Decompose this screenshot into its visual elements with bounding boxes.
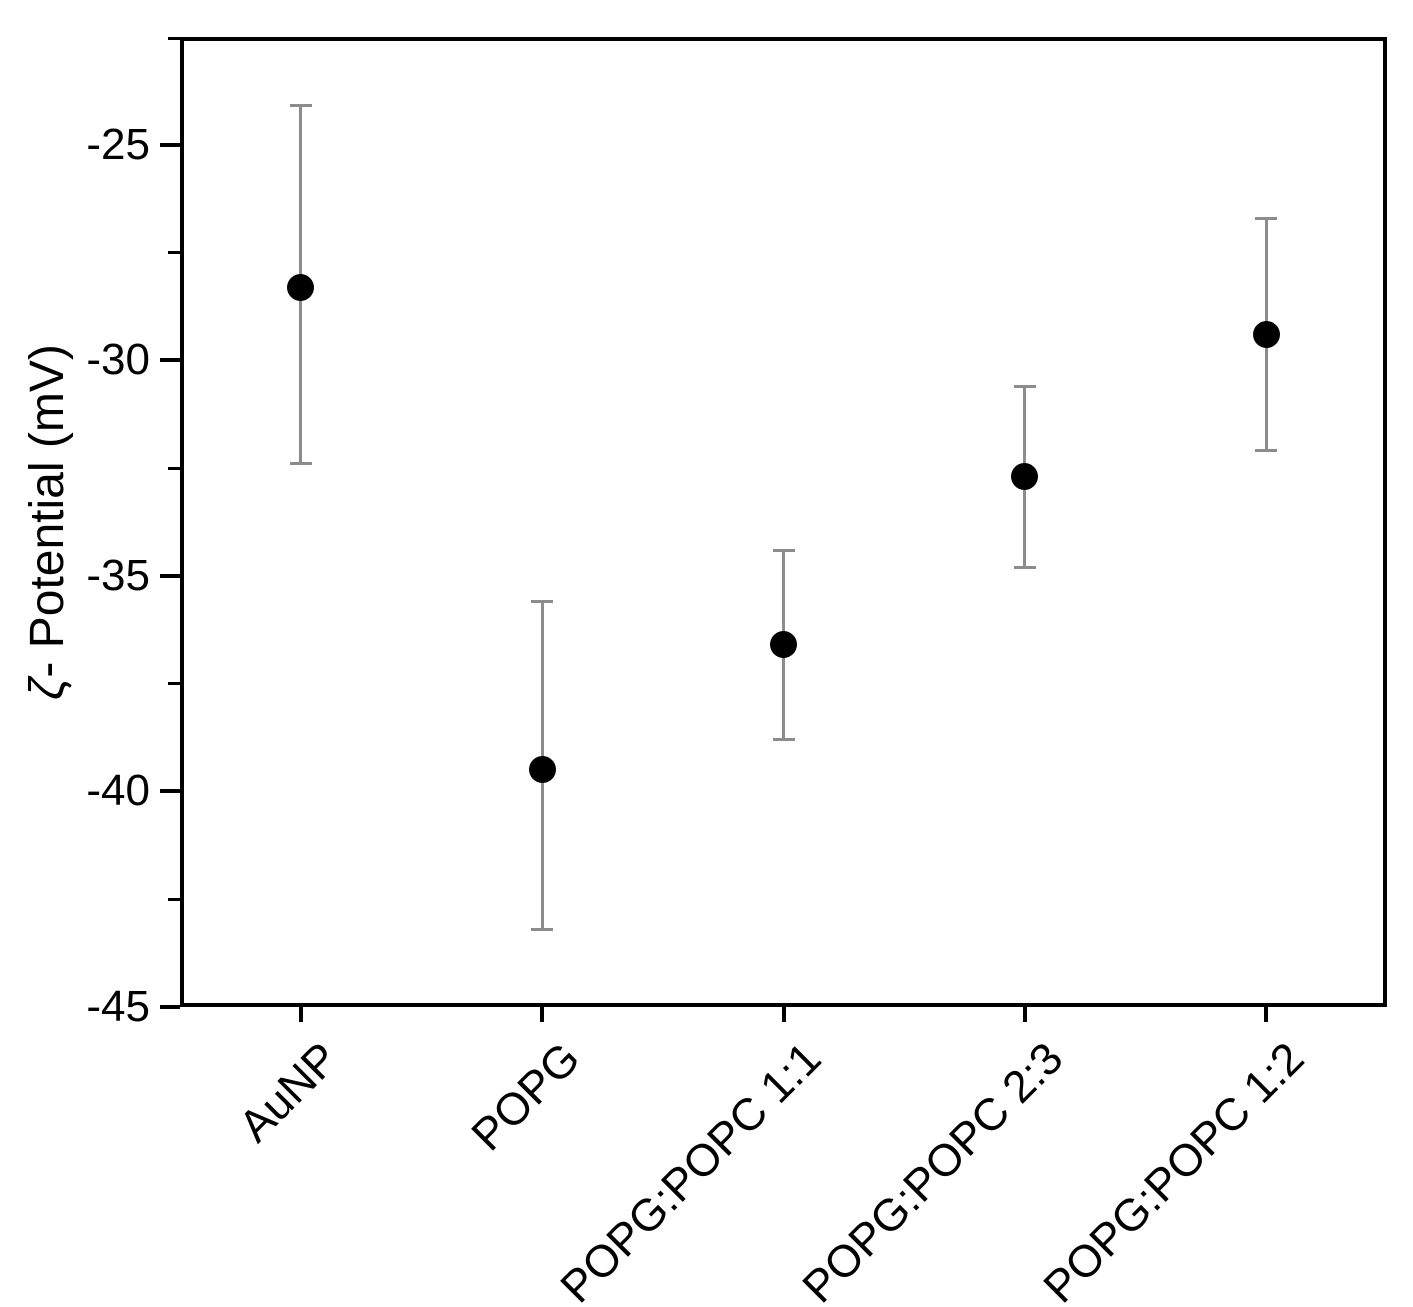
y-axis-tick-label: -35 [86, 550, 150, 600]
error-bar-cap-top [531, 600, 554, 604]
x-category-label: AuNP [228, 1032, 349, 1152]
y-axis-minor-tick [168, 682, 180, 686]
y-axis-minor-tick [168, 37, 180, 40]
y-axis-tick-label: -25 [86, 119, 150, 169]
x-axis-tick [298, 1007, 303, 1022]
y-axis-tick-label: -45 [86, 982, 150, 1031]
x-category-label: POPG [461, 1032, 590, 1161]
x-axis-tick [1264, 1007, 1269, 1022]
y-axis-minor-tick [168, 897, 180, 901]
data-point-marker [770, 631, 797, 659]
x-category-label: POPG:POPC 1:1 [550, 1032, 831, 1307]
x-category-label: POPG:POPC 1:2 [1033, 1032, 1314, 1307]
x-axis-tick [540, 1007, 545, 1022]
y-axis-major-tick [160, 358, 180, 363]
y-axis-major-tick [160, 142, 180, 147]
y-axis-tick-label: -40 [86, 766, 150, 816]
y-axis-major-tick [160, 573, 180, 578]
y-axis-minor-tick [168, 251, 180, 255]
error-bar-cap-bottom [531, 927, 554, 931]
x-category-label: POPG:POPC 2:3 [792, 1032, 1073, 1307]
error-bar-cap-top [289, 104, 312, 108]
data-point-marker [1011, 463, 1039, 491]
error-bar-cap-bottom [772, 738, 795, 742]
y-axis-title: ζ- Potential (mV) [21, 344, 75, 700]
x-axis-tick [781, 1007, 786, 1022]
data-point-marker [287, 273, 315, 301]
y-axis-minor-tick [168, 466, 180, 470]
y-axis-tick-label: -30 [86, 335, 150, 385]
y-axis-title-text: - Potential (mV) [21, 344, 74, 678]
y-axis-major-tick [160, 1005, 180, 1009]
error-bar-cap-bottom [1255, 449, 1278, 453]
data-point-marker [1252, 320, 1280, 348]
error-bar-cap-top [1255, 216, 1278, 220]
zeta-symbol: ζ [21, 677, 74, 700]
plot-area: -25 -30 -35 -40 -45 AuNP POPG POPG:POPC 1:1 POPG… [86, 37, 1387, 1307]
error-bar-cap-top [772, 548, 795, 552]
error-bar-cap-bottom [1013, 565, 1036, 569]
error-bar-cap-bottom [289, 462, 312, 466]
data-point-marker [528, 756, 556, 784]
error-bar-cap-top [1013, 384, 1036, 388]
y-axis-major-tick [160, 789, 180, 794]
x-axis-tick [1022, 1007, 1027, 1022]
